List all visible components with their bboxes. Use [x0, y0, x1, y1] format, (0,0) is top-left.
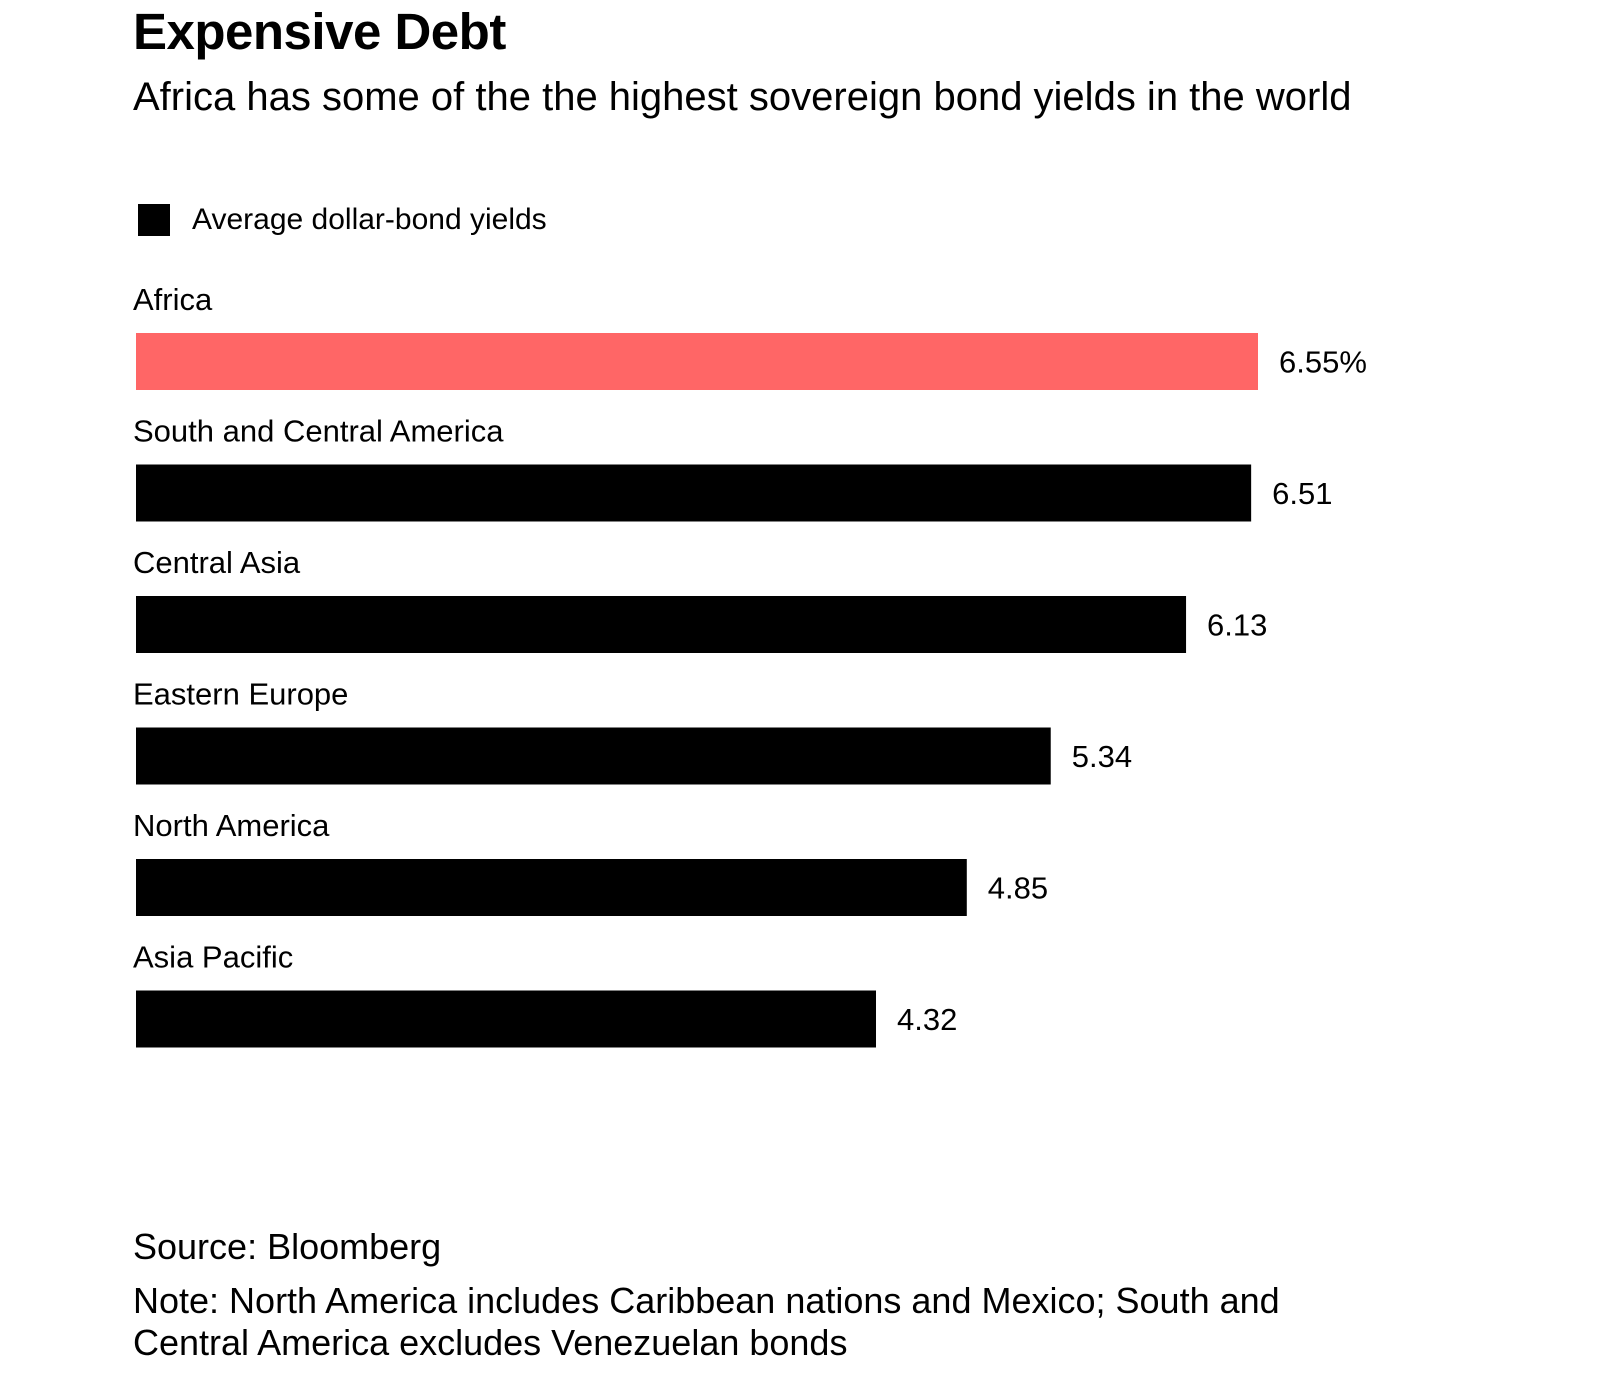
category-label-eastern-europe: Eastern Europe — [133, 677, 348, 712]
value-label-south-and-central-america: 6.51 — [1272, 476, 1332, 511]
value-label-north-america: 4.85 — [988, 871, 1048, 906]
value-label-africa: 6.55% — [1279, 345, 1367, 380]
bar-eastern-europe — [136, 727, 1051, 785]
value-label-eastern-europe: 5.34 — [1072, 739, 1132, 774]
chart-subtitle: Africa has some of the the highest sover… — [133, 75, 1352, 119]
bar-chart: Africa 6.55% South and Central America 6.51… — [133, 282, 1367, 1048]
bar-south-and-central-america — [136, 464, 1252, 522]
bar-central-asia — [136, 596, 1187, 653]
value-label-asia-pacific: 4.32 — [897, 1002, 957, 1037]
category-label-africa: Africa — [133, 282, 213, 317]
bar-asia-pacific — [136, 990, 877, 1048]
value-label-central-asia: 6.13 — [1207, 608, 1267, 643]
bar-africa — [136, 333, 1258, 390]
category-label-north-america: North America — [133, 808, 330, 843]
category-label-central-asia: Central Asia — [133, 545, 301, 580]
bar-north-america — [136, 859, 967, 916]
legend: Average dollar-bond yields — [138, 203, 547, 237]
category-label-asia-pacific: Asia Pacific — [133, 940, 293, 975]
category-label-south-and-central-america: South and Central America — [133, 414, 504, 449]
footnote: Note: North America includes Caribbean n… — [133, 1280, 1280, 1363]
source-note: Source: Bloomberg — [133, 1226, 442, 1267]
legend-label: Average dollar-bond yields — [192, 203, 547, 236]
legend-swatch — [138, 204, 170, 236]
chart-title: Expensive Debt — [133, 3, 506, 60]
